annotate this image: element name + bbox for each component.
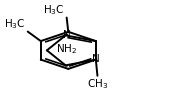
Text: N: N <box>92 54 100 64</box>
Text: H$_3$C: H$_3$C <box>43 3 64 17</box>
Text: CH$_3$: CH$_3$ <box>87 78 108 91</box>
Text: H$_3$C: H$_3$C <box>4 17 26 31</box>
Text: NH$_2$: NH$_2$ <box>56 43 77 56</box>
Text: N: N <box>62 30 70 40</box>
